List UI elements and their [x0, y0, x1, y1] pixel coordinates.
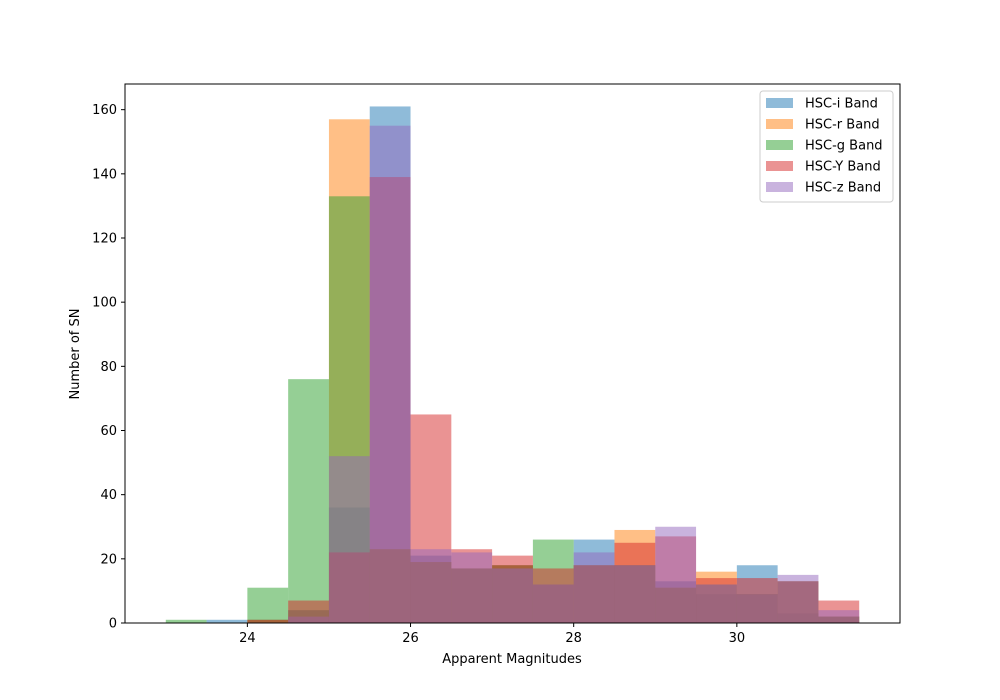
histogram-bar: [696, 584, 737, 623]
histogram-bar: [532, 584, 574, 623]
histogram-bar: [247, 587, 289, 623]
x-tick-label: 30: [729, 631, 746, 646]
histogram-bar: [573, 552, 615, 623]
legend-swatch: [766, 119, 793, 129]
legend: HSC-i Band HSC-r Band HSC-g Band HSC-Y Band…: [759, 90, 894, 203]
histogram-bar: [328, 456, 370, 623]
y-tick-label: 0: [109, 617, 117, 632]
legend-box: [759, 90, 894, 203]
series-hsc-z-band: [288, 125, 860, 623]
histogram-bar: [614, 565, 656, 623]
histogram-bar: [247, 619, 289, 623]
y-tick-label: 120: [92, 232, 117, 247]
y-tick-label: 60: [100, 424, 117, 439]
x-tick-label: 26: [402, 631, 419, 646]
y-tick-label: 80: [100, 360, 117, 375]
legend-label: HSC-z Band: [805, 181, 881, 196]
plot-frame: [124, 83, 901, 624]
legend-swatch: [766, 182, 793, 192]
y-tick-label: 140: [92, 167, 117, 182]
histogram-bar: [736, 594, 778, 623]
histogram-bar: [369, 125, 411, 623]
legend-label: HSC-r Band: [805, 118, 880, 133]
histogram-bar: [410, 549, 452, 623]
histogram-bar: [288, 616, 329, 623]
histogram-bar: [288, 379, 329, 623]
ticks-layer: 24 26 28 30 0 20 40 60 80 100 120 140 160: [92, 103, 745, 646]
histogram-bar: [206, 619, 248, 623]
histogram-bar: [451, 552, 493, 623]
histogram-bar: [777, 574, 819, 623]
y-tick-label: 40: [100, 488, 117, 503]
x-tick-label: 24: [239, 631, 256, 646]
y-tick-label: 100: [92, 296, 117, 311]
histogram-bar: [165, 619, 207, 623]
legend-swatch: [766, 98, 793, 108]
histogram-bar: [492, 568, 533, 623]
legend-label: HSC-Y Band: [805, 160, 881, 175]
x-tick-label: 28: [565, 631, 582, 646]
legend-label: HSC-g Band: [805, 139, 883, 154]
legend-swatch: [766, 140, 793, 150]
legend-swatch: [766, 161, 793, 171]
y-tick-label: 160: [92, 103, 117, 118]
x-axis-label: Apparent Magnitudes: [442, 652, 582, 667]
legend-label: HSC-i Band: [805, 97, 878, 112]
y-tick-label: 20: [100, 552, 117, 567]
histogram-bar: [655, 526, 697, 623]
bars-layer: [165, 106, 860, 624]
y-axis-label: Number of SN: [68, 309, 83, 400]
histogram-bar: [818, 610, 860, 623]
